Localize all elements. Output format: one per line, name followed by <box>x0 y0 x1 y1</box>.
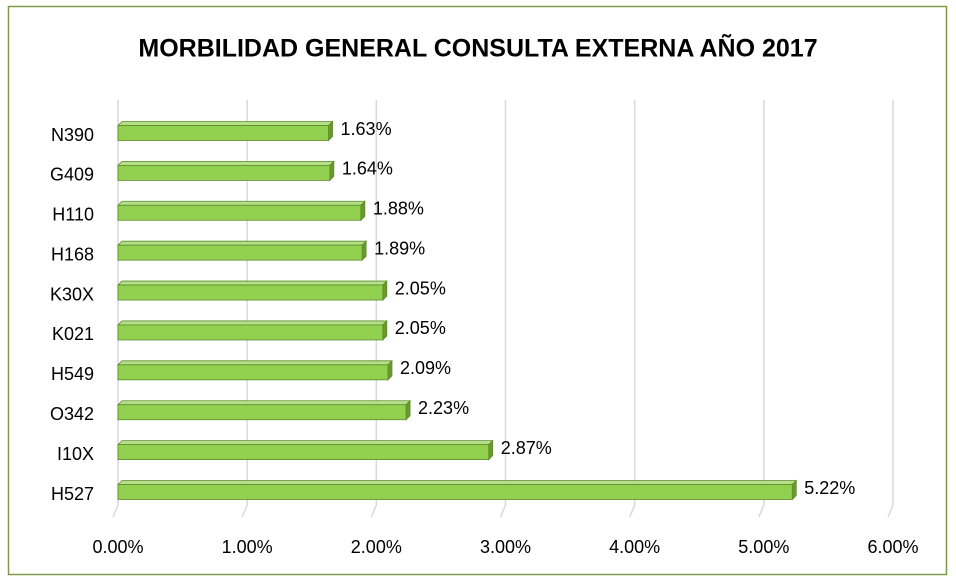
y-tick-label: G409 <box>50 165 94 185</box>
bar-side <box>329 160 335 182</box>
value-label: 1.89% <box>374 238 425 258</box>
bar <box>117 284 384 301</box>
bar-side <box>488 439 494 461</box>
bar <box>117 324 384 341</box>
x-tick-label: 0.00% <box>92 537 143 557</box>
bar-side <box>382 280 388 302</box>
y-tick-label: H549 <box>51 364 94 384</box>
y-tick-label: K30X <box>50 284 94 304</box>
bar <box>117 404 407 421</box>
bar-side <box>791 479 797 501</box>
y-tick-label: K021 <box>52 324 94 344</box>
value-label: 1.63% <box>341 119 392 139</box>
grid-line <box>370 100 378 518</box>
x-tick-label: 3.00% <box>480 537 531 557</box>
bar-top <box>117 200 366 206</box>
y-tick-label: H110 <box>52 205 94 225</box>
bar-top <box>117 280 388 286</box>
grid-line <box>499 100 507 518</box>
x-tick-label: 4.00% <box>609 537 660 557</box>
x-tick-label: 1.00% <box>222 537 273 557</box>
bar-top <box>117 240 368 246</box>
grid-line <box>241 100 248 518</box>
bar <box>117 364 389 381</box>
y-tick-label: O342 <box>50 404 94 424</box>
chart-title: MORBILIDAD GENERAL CONSULTA EXTERNA AÑO … <box>138 33 817 63</box>
bar-top <box>117 160 335 166</box>
bar <box>117 204 362 221</box>
y-tick-label: H168 <box>51 244 94 264</box>
bar-top <box>117 480 798 485</box>
bar-top <box>117 440 494 446</box>
x-tick-label: 5.00% <box>738 537 789 557</box>
value-label: 2.23% <box>418 398 469 418</box>
value-label: 2.05% <box>395 278 446 298</box>
bar <box>117 164 331 181</box>
y-tick-label: I10X <box>57 444 94 464</box>
grid-line <box>758 100 765 518</box>
bar-side <box>360 200 366 222</box>
value-label: 2.87% <box>501 438 552 458</box>
bar-side <box>405 399 411 421</box>
bar <box>117 244 363 261</box>
value-label: 1.64% <box>342 159 393 179</box>
value-label: 1.88% <box>373 199 424 219</box>
value-label: 5.22% <box>804 478 855 498</box>
bar-side <box>382 319 388 341</box>
bar-top <box>117 320 388 326</box>
bar-top <box>117 360 393 366</box>
bar-side <box>328 120 333 142</box>
value-label: 2.05% <box>395 318 446 338</box>
bar <box>117 125 329 141</box>
value-label: 2.09% <box>400 358 451 378</box>
grid-line <box>887 100 894 518</box>
y-tick-label: H527 <box>51 484 94 504</box>
bar <box>117 484 793 500</box>
bar <box>117 444 490 461</box>
bar-top <box>117 400 412 406</box>
bar-top <box>117 121 334 126</box>
bar-side <box>387 359 393 381</box>
x-tick-label: 2.00% <box>351 537 402 557</box>
x-tick-label: 6.00% <box>867 537 918 557</box>
y-tick-label: N390 <box>51 125 94 145</box>
bar-side <box>361 240 367 262</box>
grid-line <box>628 100 636 518</box>
grid-line <box>112 100 119 518</box>
